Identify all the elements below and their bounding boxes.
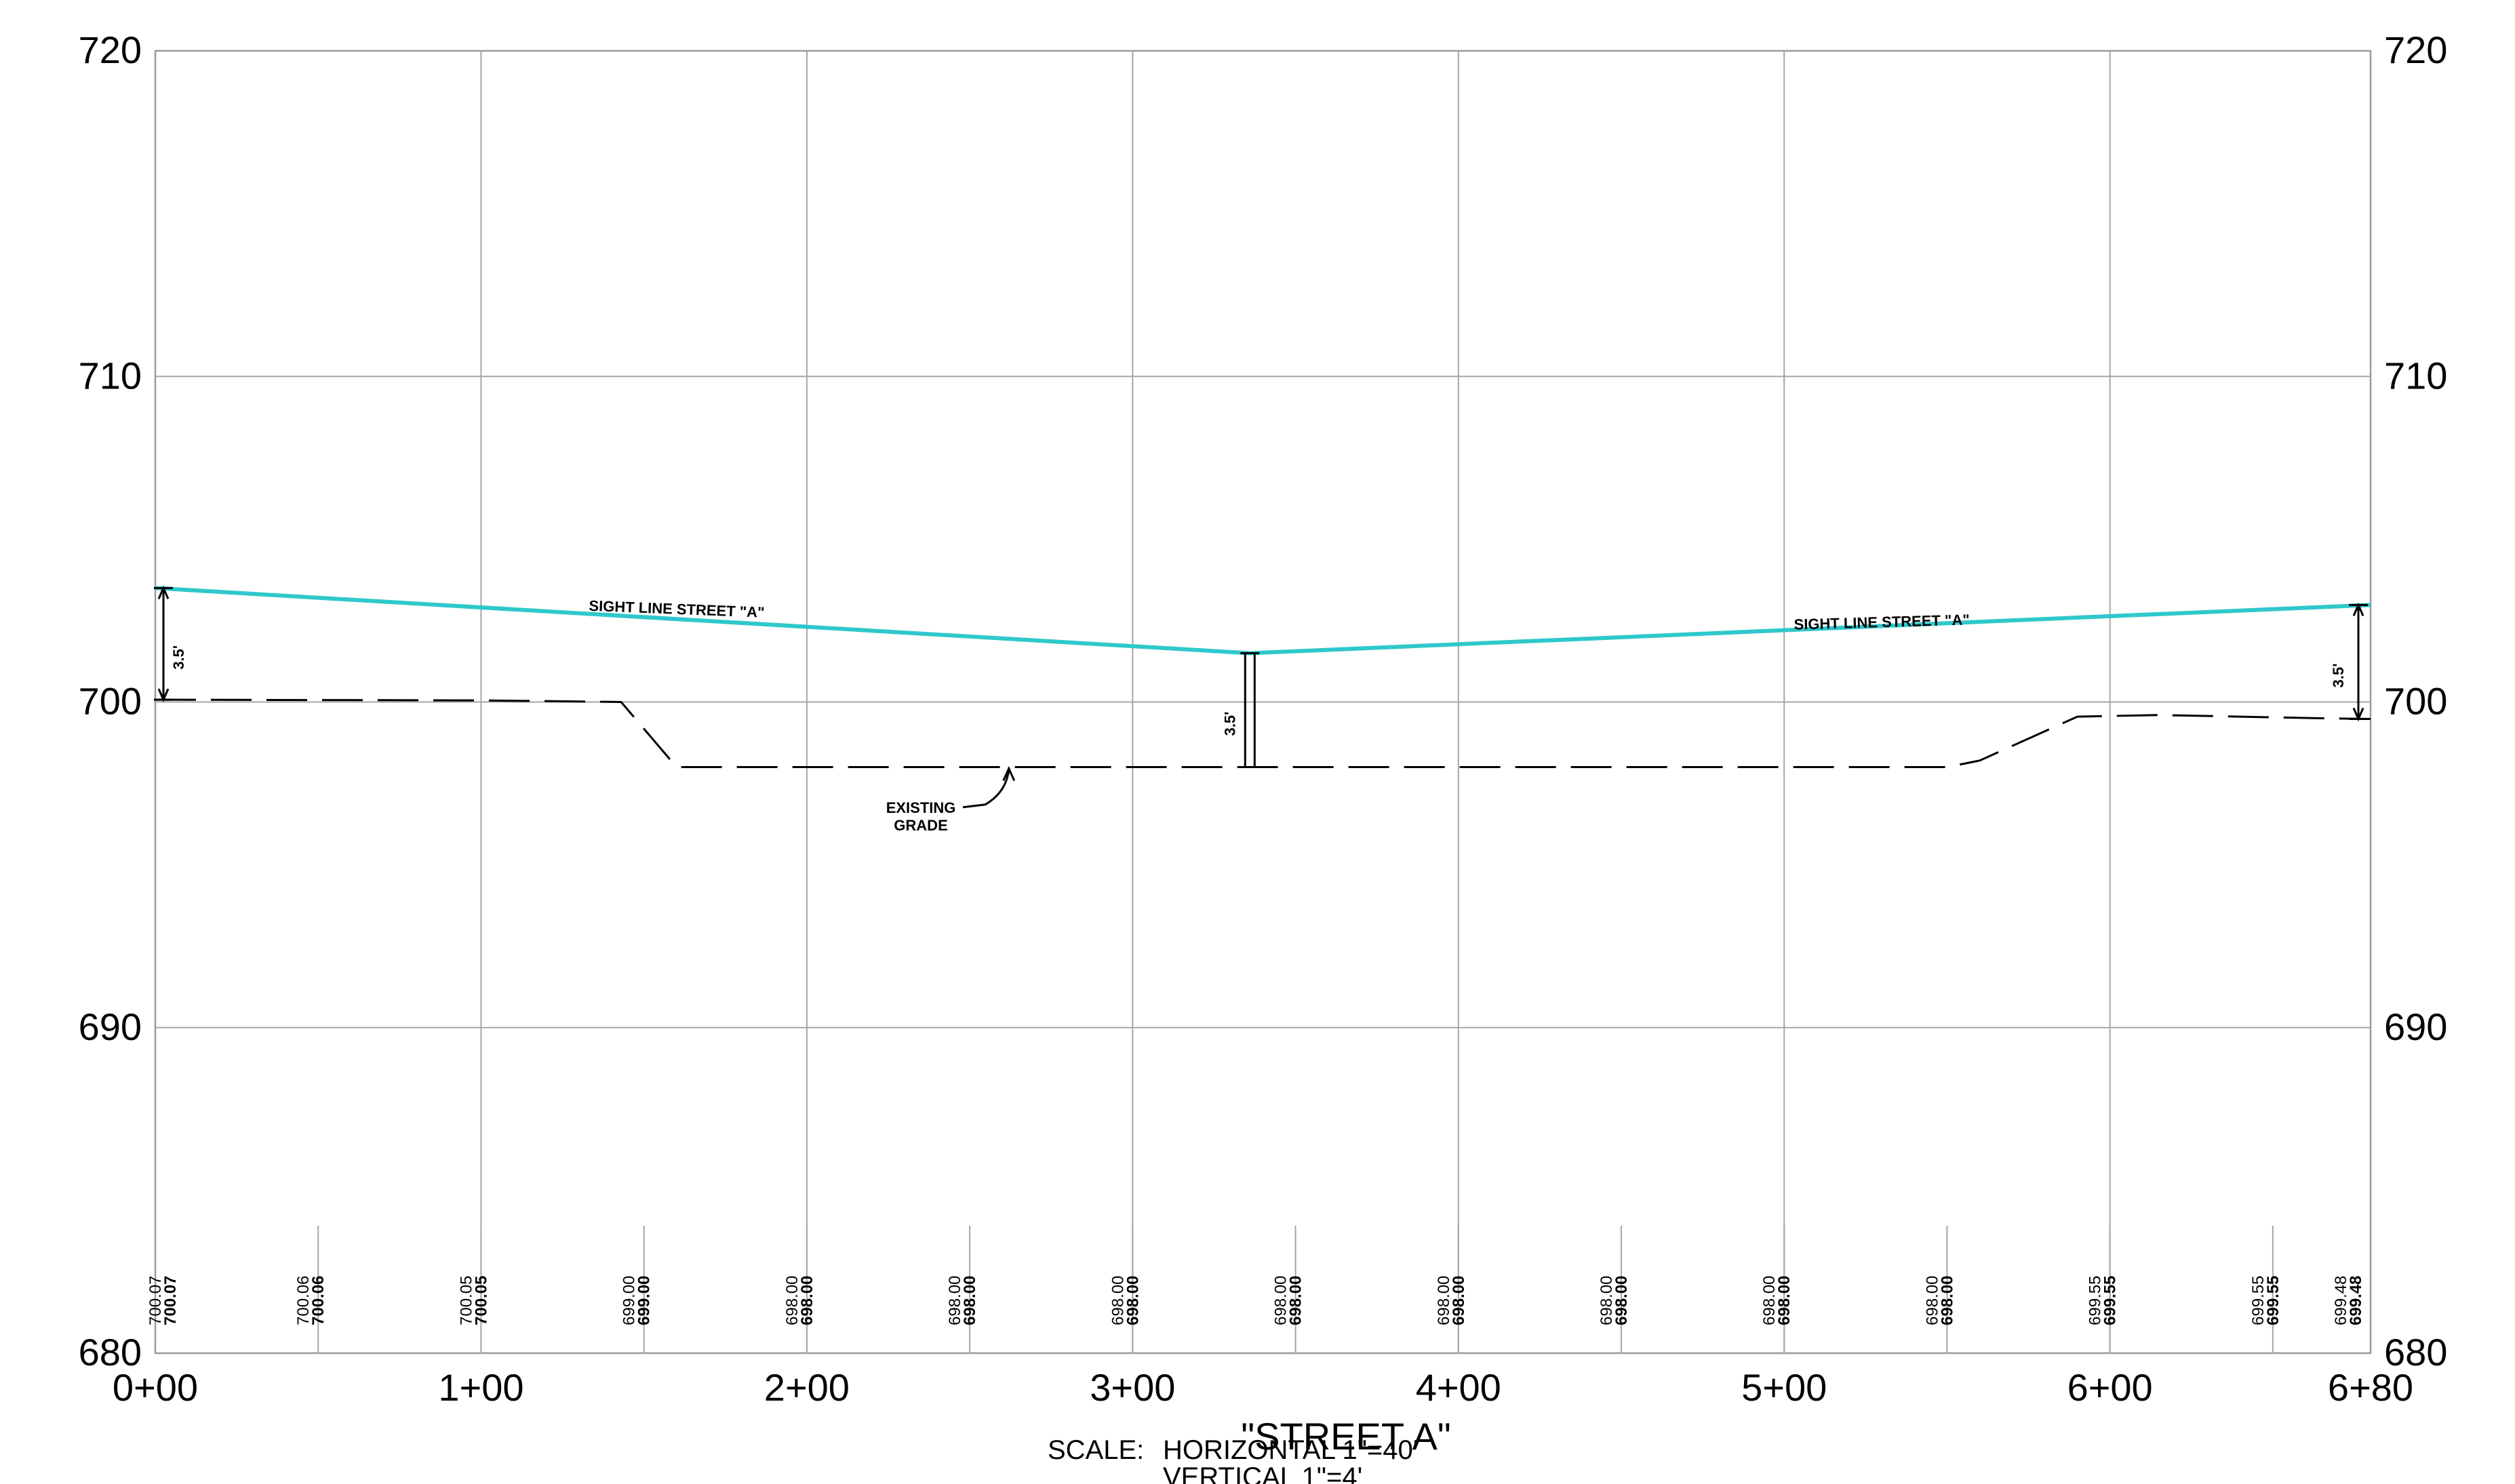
proposed-elevation-label: 700.06 — [309, 1276, 328, 1325]
profile-title: "STREET A" — [1241, 1415, 1450, 1458]
dimension-label: 3.5' — [1221, 712, 1238, 736]
proposed-elevation-label: 698.00 — [798, 1276, 816, 1325]
existing-grade-leader — [962, 769, 1010, 809]
proposed-elevation-label: 698.00 — [1938, 1276, 1956, 1325]
dimension-arrow — [2352, 707, 2364, 722]
proposed-elevation-label: 698.00 — [1450, 1276, 1468, 1325]
grid — [154, 49, 2372, 1355]
x-tick-label: 0+00 — [113, 1366, 198, 1409]
existing-grade-series — [155, 698, 2371, 768]
existing-elevation-label: 699.00 — [620, 1276, 639, 1325]
drawing-title: "STREET A" — [1241, 1415, 1450, 1458]
dimension-arrow — [157, 688, 170, 702]
y-tick-label-left: 700 — [79, 680, 142, 723]
existing-elevation-label: 698.00 — [1272, 1276, 1290, 1325]
dim-left: 3.5' — [154, 585, 187, 702]
existing-grade-label: EXISTING — [886, 799, 956, 816]
dimension-arrow — [157, 585, 170, 600]
dim-center: 3.5' — [1221, 651, 1260, 769]
y-tick-label-left: 690 — [79, 1005, 142, 1048]
profile-lines — [155, 586, 2371, 768]
existing-elevation-label: 700.07 — [146, 1276, 165, 1325]
scale-vertical: VERTICAL 1"=4' — [1163, 1462, 1362, 1484]
x-tick-label: 4+00 — [1416, 1366, 1501, 1409]
dimension-marks: 3.5' 3.5' 3.5' — [154, 585, 2368, 769]
y-tick-label-left: 680 — [79, 1331, 142, 1373]
dimension-label: 3.5' — [2330, 664, 2347, 688]
existing-elevation-label: 698.00 — [1760, 1276, 1779, 1325]
scale-label: SCALE: — [1048, 1435, 1144, 1465]
sight-line-series — [155, 586, 2371, 656]
y-tick-label-right: 680 — [2384, 1331, 2447, 1373]
x-tick-label: 2+00 — [764, 1366, 850, 1409]
proposed-elevation-label: 698.00 — [961, 1276, 979, 1325]
existing-grade-label: GRADE — [894, 817, 947, 834]
existing-elevation-label: 698.00 — [1109, 1276, 1127, 1325]
proposed-elevation-label: 699.55 — [2101, 1276, 2120, 1325]
x-tick-label: 6+80 — [2328, 1366, 2413, 1409]
proposed-elevation-label: 699.55 — [2264, 1276, 2282, 1325]
existing-elevation-label: 699.48 — [2332, 1276, 2350, 1325]
y-tick-label-right: 700 — [2384, 680, 2447, 723]
proposed-elevation-label: 699.48 — [2347, 1276, 2365, 1325]
y-tick-label-right: 710 — [2384, 354, 2447, 397]
x-tick-label: 3+00 — [1090, 1366, 1175, 1409]
plot-frame — [154, 49, 2372, 1355]
y-tick-label-left: 710 — [79, 354, 142, 397]
proposed-elevation-label: 698.00 — [1124, 1276, 1142, 1325]
x-tick-label: 6+00 — [2067, 1366, 2153, 1409]
dimension-label: 3.5' — [170, 645, 187, 670]
sight-line-label-2: SIGHT LINE STREET "A" — [1794, 611, 1970, 633]
existing-elevation-label: 699.55 — [2086, 1276, 2105, 1325]
existing-elevation-label: 698.00 — [1923, 1276, 1941, 1325]
axis-labels: 680 680 690 690 700 700 710 710 720 720 0+00 1+00 2+… — [79, 28, 2448, 1409]
x-tick-label: 1+00 — [438, 1366, 523, 1409]
y-tick-label-left: 720 — [79, 28, 142, 71]
existing-elevation-label: 700.05 — [457, 1276, 475, 1325]
existing-elevation-label: 699.55 — [2249, 1276, 2268, 1325]
proposed-elevation-label: 698.00 — [1775, 1276, 1794, 1325]
proposed-elevation-label: 698.00 — [1612, 1276, 1631, 1325]
proposed-elevation-label: 700.05 — [472, 1276, 490, 1325]
proposed-elevation-label: 700.07 — [161, 1276, 180, 1325]
scale-block: SCALE: HORIZONTAL 1"=40' VERTICAL 1"=4' — [1048, 1435, 1418, 1484]
x-tick-label: 5+00 — [1741, 1366, 1827, 1409]
proposed-elevation-label: 698.00 — [1287, 1276, 1305, 1325]
existing-elevation-label: 698.00 — [783, 1276, 801, 1325]
existing-elevation-label: 700.06 — [294, 1276, 313, 1325]
existing-elevation-label: 698.00 — [1435, 1276, 1453, 1325]
existing-elevation-label: 698.00 — [1598, 1276, 1616, 1325]
y-tick-label-right: 690 — [2384, 1005, 2447, 1048]
y-tick-label-right: 720 — [2384, 28, 2447, 71]
leader-arrow — [1002, 765, 1016, 782]
dimension-arrow — [2352, 602, 2364, 616]
existing-elevation-label: 698.00 — [946, 1276, 964, 1325]
scale-horizontal: HORIZONTAL 1"=40' — [1163, 1435, 1418, 1465]
proposed-elevation-label: 699.00 — [635, 1276, 654, 1325]
dim-right: 3.5' — [2330, 602, 2368, 722]
